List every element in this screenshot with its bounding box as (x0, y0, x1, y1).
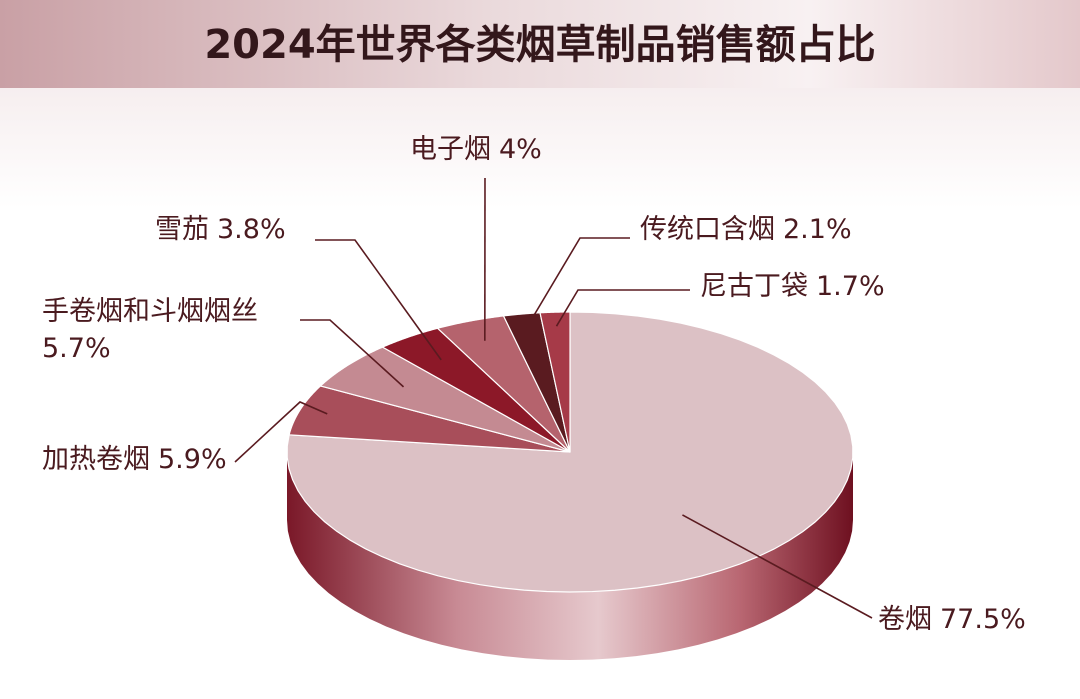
label-value: 77.5% (940, 604, 1026, 635)
data-label: 尼古丁袋 1.7% (700, 271, 885, 302)
label-name: 电子烟 (410, 134, 491, 165)
slice-side (287, 452, 853, 660)
slice (288, 385, 571, 453)
label-value: 5.7% (42, 333, 111, 364)
label-value: 1.7% (816, 271, 885, 302)
leader-line (525, 237, 630, 329)
background-fade (0, 88, 1080, 208)
chart-title: 2024年世界各类烟草制品销售额占比 (204, 22, 875, 68)
data-label: 电子烟 4% (410, 134, 542, 165)
label-value: 3.8% (217, 214, 286, 245)
leader-line (234, 401, 328, 463)
leader-line (682, 514, 873, 619)
pie (286, 311, 854, 660)
label-value: 2.1% (783, 214, 852, 245)
data-label: 手卷烟和斗烟烟丝 5.7% (42, 296, 258, 364)
data-label: 卷烟 77.5% (878, 604, 1026, 635)
slice (319, 346, 571, 453)
leader-line (555, 289, 690, 327)
leader-line (300, 319, 405, 388)
label-name: 卷烟 (878, 604, 932, 635)
label-value: 4% (499, 134, 542, 165)
leader-line (315, 239, 442, 361)
slice (381, 327, 571, 453)
data-label: 加热卷烟 5.9% (42, 444, 227, 475)
label-name: 传统口含烟 (640, 214, 775, 245)
label-name: 手卷烟和斗烟烟丝 (42, 296, 258, 327)
label-name: 雪茄 (155, 214, 209, 245)
label-name: 加热卷烟 (42, 444, 150, 475)
title-band (0, 0, 1080, 88)
slice (502, 312, 571, 453)
data-label: 雪茄 3.8% (155, 214, 286, 245)
label-name: 尼古丁袋 (700, 271, 808, 302)
data-label: 传统口含烟 2.1% (640, 214, 852, 245)
slice (436, 315, 571, 453)
label-value: 5.9% (158, 444, 227, 475)
labels: 卷烟 77.5% 加热卷烟 5.9% 手卷烟和斗烟烟丝 5.7% 雪茄 3.8% 电子烟 4% 传统… (42, 134, 1026, 635)
